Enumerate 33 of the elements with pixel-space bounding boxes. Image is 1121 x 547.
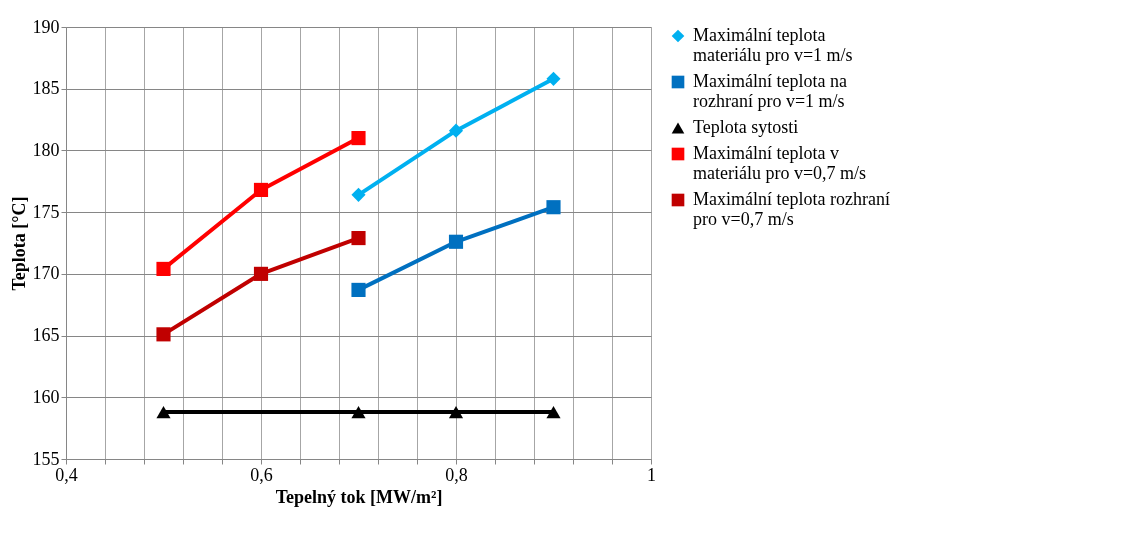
point — [156, 405, 171, 419]
x-axis-title: Tepelný tok [MW/m²] — [275, 486, 443, 507]
point — [351, 187, 366, 202]
y-tick-label: 190 — [32, 16, 60, 37]
y-tick-label: 165 — [32, 325, 60, 346]
legend-label: Maximální teplota materiálu pro v=1 m/s — [693, 25, 853, 65]
point — [253, 182, 269, 197]
point — [546, 71, 561, 86]
point — [448, 405, 464, 419]
point — [546, 405, 561, 419]
legend-label: Maximální teplota na rozhraní pro v=1 m/s — [693, 71, 847, 111]
y-tick-label: 170 — [32, 263, 60, 284]
y-axis-title: Teplota [°C] — [8, 196, 29, 291]
y-tick-label: 180 — [32, 139, 60, 160]
point — [351, 230, 366, 246]
legend-label: Teplota sytosti — [693, 117, 799, 137]
y-tick-label: 160 — [32, 386, 60, 407]
point — [448, 123, 464, 138]
point — [351, 405, 366, 419]
x-tick-label: 0,8 — [445, 464, 468, 485]
x-tick-label: 0,6 — [250, 464, 273, 485]
x-tick-label: 1 — [647, 464, 656, 485]
legend-label: Maximální teplota v materiálu pro v=0,7 m/s — [693, 143, 867, 183]
point — [546, 200, 561, 215]
y-tick-label: 185 — [32, 78, 60, 99]
point — [156, 327, 171, 342]
point — [253, 266, 269, 281]
point — [448, 234, 464, 249]
point — [351, 131, 366, 146]
legend-label: Maximální teplota rozhraní pro v=0,7 m/s — [693, 189, 890, 229]
point — [156, 261, 171, 276]
point — [351, 282, 366, 297]
y-tick-label: 175 — [32, 201, 60, 222]
